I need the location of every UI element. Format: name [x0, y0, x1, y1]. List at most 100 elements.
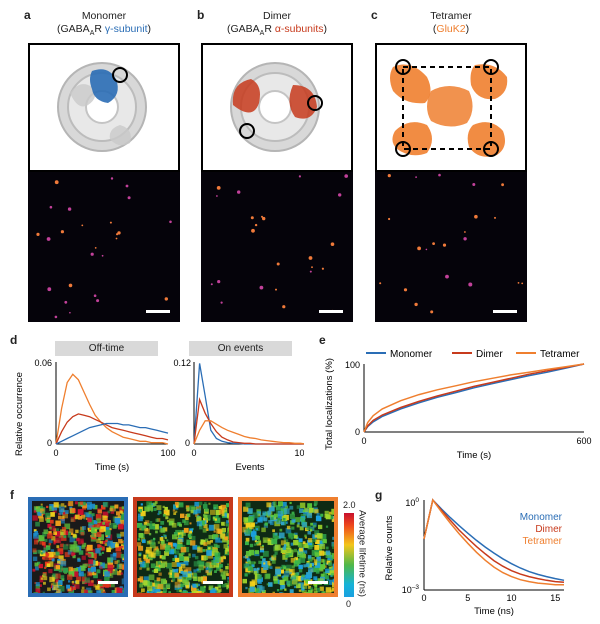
heatmap-pixel: [213, 530, 216, 533]
heatmap-pixel: [151, 570, 155, 573]
localization-spot: [442, 243, 447, 247]
heatmap-pixel: [280, 569, 284, 574]
heatmap-pixel: [226, 532, 231, 537]
localization-spot: [403, 288, 408, 292]
heatmap-pixel: [287, 545, 291, 549]
heatmap-pixel: [243, 556, 246, 559]
heatmap-pixel: [114, 517, 121, 524]
heatmap-pixel: [35, 584, 40, 589]
heatmap-pixel: [227, 563, 230, 566]
heatmap-pixel: [138, 553, 142, 557]
heatmap-pixel: [144, 528, 150, 535]
heatmap-pixel: [72, 582, 75, 586]
heatmap-pixel: [91, 527, 97, 534]
heatmap-pixel: [297, 522, 300, 525]
heatmap-pixel: [87, 504, 92, 510]
heatmap-pixel: [179, 556, 185, 561]
heatmap-pixel: [174, 572, 180, 578]
heatmap-pixel: [224, 536, 229, 541]
heatmap-pixel: [81, 586, 85, 590]
heatmap-pixel: [63, 567, 69, 573]
heatmap-pixel: [208, 547, 211, 550]
heatmap-pixel: [149, 542, 156, 549]
heatmap-pixel: [168, 520, 174, 526]
heatmap-pixel: [171, 522, 177, 528]
heatmap-pixel: [160, 578, 167, 584]
heatmap-pixel: [123, 587, 129, 593]
heatmap-pixel: [215, 514, 219, 518]
localization-spot: [344, 174, 348, 178]
heatmap-pixel: [289, 569, 293, 573]
localization-spot: [127, 196, 131, 200]
heatmap-pixel: [294, 532, 298, 537]
heatmap-pixel: [82, 503, 88, 509]
heatmap-pixel: [299, 552, 306, 559]
heatmap-pixel: [137, 516, 143, 522]
heatmap-pixel: [277, 517, 280, 521]
heatmap-pixel: [320, 558, 325, 563]
d-ylabel: Relative occurrence: [14, 372, 25, 456]
heatmap-pixel: [256, 511, 262, 516]
heatmap-pixel: [162, 505, 165, 509]
heatmap-pixel: [314, 530, 320, 536]
e-series-tetramer: [363, 363, 585, 433]
heatmap-pixel: [189, 522, 192, 525]
heatmap-pixel: [148, 533, 152, 536]
heatmap-pixel: [207, 540, 211, 545]
heatmap-pixel: [324, 575, 329, 580]
heatmap-pixel: [72, 555, 76, 559]
heatmap-pixel: [87, 590, 93, 596]
heatmap-pixel: [299, 508, 304, 514]
heatmap-pixel: [165, 516, 169, 520]
heatmap-pixel: [91, 549, 96, 554]
heatmap-pixel: [68, 580, 71, 583]
heatmap-pixel: [73, 543, 78, 548]
heatmap-pixel: [192, 509, 198, 515]
heatmap-pixel: [39, 575, 43, 579]
heatmap-pixel: [313, 566, 320, 573]
heatmap-pixel: [58, 582, 61, 586]
heatmap-pixel: [331, 587, 336, 592]
heatmap-pixel: [68, 570, 75, 577]
heatmap-pixel: [86, 501, 92, 508]
heatmap-pixel: [106, 533, 111, 539]
heatmap-pixel: [47, 533, 53, 539]
heatmap-pixel: [112, 508, 116, 512]
heatmap-pixel: [253, 567, 257, 571]
heatmap-pixel: [149, 556, 153, 561]
heatmap-pixel: [318, 524, 323, 530]
heatmap-pixel: [52, 573, 58, 579]
d-offtime-series-tetramer: [55, 373, 169, 445]
heatmap-pixel: [325, 525, 329, 528]
heatmap-pixel: [67, 531, 71, 535]
heatmap-pixel: [45, 553, 50, 557]
heatmap-pixel: [299, 547, 303, 552]
heatmap-pixel: [82, 563, 87, 568]
d1-xtick-max: 100: [160, 448, 175, 458]
heatmap-pixel: [45, 512, 51, 518]
heatmap-pixel: [280, 566, 283, 569]
heatmap-pixel: [289, 501, 292, 505]
onevents-header: On events: [189, 341, 292, 356]
heatmap-pixel: [250, 531, 257, 537]
heatmap-pixel: [196, 521, 202, 527]
heatmap-pixel: [196, 508, 201, 514]
heatmap-pixel: [255, 522, 258, 525]
heatmap-pixel: [329, 515, 334, 520]
title-dimer: Dimer (GABAAR α-subunits): [226, 10, 328, 38]
panel-letter-c: c: [371, 8, 378, 22]
heatmap-pixel: [192, 553, 196, 558]
heatmap-pixel: [48, 554, 55, 561]
heatmap-pixel: [285, 505, 289, 509]
heatmap-pixel: [117, 571, 122, 576]
heatmap-pixel: [58, 555, 64, 561]
heatmap-pixel: [71, 580, 75, 584]
localization-spot: [169, 220, 172, 224]
localization-spot: [96, 299, 100, 303]
heatmap-pixel: [178, 553, 184, 558]
heatmap-pixel: [58, 515, 62, 520]
heatmap-pixel: [156, 505, 162, 511]
heatmap-pixel: [168, 591, 171, 594]
heatmap-pixel: [272, 591, 275, 595]
heatmap-pixel: [87, 514, 94, 520]
